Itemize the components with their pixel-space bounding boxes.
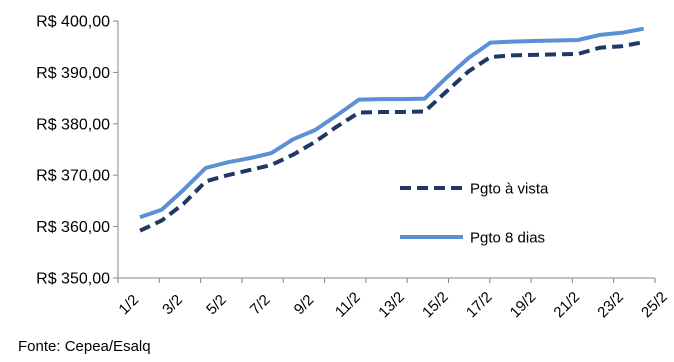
legend-label-2: Pgto 8 dias [470,230,545,247]
x-tick-label: 19/2 [507,288,540,321]
series-line-2 [139,26,645,220]
legend-label-1: Pgto à vista [470,181,549,198]
y-tick-label: R$ 350,00 [36,271,110,288]
x-tick-label: 21/2 [550,288,583,321]
y-tick-label: R$ 400,00 [36,14,110,31]
x-tick-label: 7/2 [247,291,274,318]
x-tick-label: 15/2 [419,288,452,321]
x-tick-label: 9/2 [291,291,318,318]
source-note: Fonte: Cepea/Esalq [18,338,151,355]
x-tick-label: 3/2 [159,291,186,318]
x-tick-label: 17/2 [463,288,496,321]
x-tick-label: 1/2 [115,291,142,318]
series-line-1 [139,40,645,233]
y-tick-label: R$ 390,00 [36,65,110,82]
x-tick-label: 25/2 [638,288,671,321]
x-tick-label: 11/2 [332,289,364,321]
x-tick-label: 5/2 [203,291,230,318]
x-tick-label: 13/2 [375,288,408,321]
y-tick-label: R$ 370,00 [36,168,110,185]
x-tick-label: 23/2 [594,288,627,321]
y-tick-label: R$ 380,00 [36,116,110,133]
y-tick-label: R$ 360,00 [36,219,110,236]
